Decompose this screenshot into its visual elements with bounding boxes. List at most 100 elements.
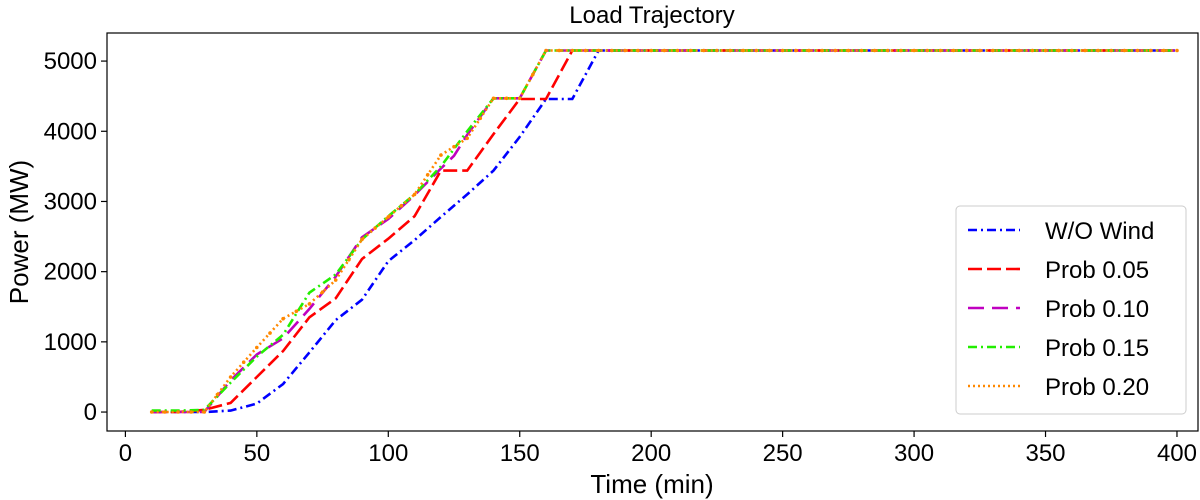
legend-label-prob-0-05: Prob 0.05 [1045, 257, 1149, 284]
series-marker-prob-0-20 [491, 96, 496, 101]
y-tick-label: 3000 [44, 188, 97, 215]
series-marker-prob-0-20 [360, 237, 364, 242]
x-tick-label: 0 [119, 440, 132, 467]
y-axis-label: Power (MW) [4, 160, 34, 304]
series-marker-prob-0-20 [320, 290, 325, 294]
series-marker-prob-0-20 [1162, 48, 1166, 53]
series-marker-prob-0-20 [846, 48, 851, 53]
series-marker-prob-0-20 [688, 48, 693, 53]
series-marker-prob-0-20 [281, 316, 285, 321]
series-marker-prob-0-20 [1096, 48, 1100, 53]
series-marker-prob-0-20 [1030, 48, 1035, 53]
series-marker-prob-0-20 [386, 215, 391, 219]
series-marker-prob-0-20 [767, 48, 772, 53]
plot-frame [106, 32, 1199, 432]
series-marker-prob-0-20 [675, 48, 680, 53]
series-marker-prob-0-20 [425, 173, 430, 177]
series-marker-prob-0-20 [951, 48, 956, 53]
series-marker-prob-0-20 [1122, 48, 1127, 53]
series-marker-prob-0-20 [859, 48, 864, 53]
x-tick-label: 100 [368, 440, 408, 467]
x-tick-label: 200 [631, 440, 671, 467]
series-marker-prob-0-20 [715, 48, 719, 53]
series-marker-prob-0-20 [373, 226, 377, 230]
series-marker-prob-0-20 [307, 302, 312, 306]
series-marker-prob-0-20 [807, 48, 811, 53]
series-marker-prob-0-20 [215, 392, 220, 397]
series-marker-prob-0-20 [412, 192, 417, 197]
series-marker-prob-0-20 [241, 360, 246, 365]
series-marker-prob-0-20 [991, 48, 995, 53]
series-marker-prob-0-20 [596, 48, 601, 53]
series-marker-prob-0-20 [570, 48, 575, 53]
y-axis-ticks: 0 1000 2000 3000 4000 5000 [44, 48, 107, 426]
series-marker-prob-0-20 [978, 48, 982, 53]
series-marker-prob-0-20 [938, 48, 943, 53]
series-marker-prob-0-20 [754, 48, 759, 53]
series-marker-prob-0-20 [557, 48, 561, 53]
chart-title: Load Trajectory [569, 2, 734, 29]
series-marker-prob-0-20 [254, 345, 259, 350]
series-marker-prob-0-20 [1175, 48, 1179, 53]
legend-label-prob-0-15: Prob 0.15 [1045, 335, 1149, 362]
series-marker-prob-0-20 [439, 153, 443, 157]
plot-lines [149, 48, 1179, 414]
series-marker-prob-0-20 [741, 48, 745, 53]
series-marker-prob-0-20 [925, 48, 929, 53]
series-line-w-o-wind [151, 49, 1177, 414]
series-marker-prob-0-20 [872, 48, 877, 53]
series-marker-prob-0-20 [964, 48, 969, 53]
series-marker-prob-0-20 [504, 96, 509, 101]
series-marker-prob-0-20 [662, 48, 667, 53]
series-marker-prob-0-20 [702, 48, 706, 53]
series-marker-prob-0-20 [294, 309, 299, 314]
series-marker-prob-0-20 [649, 48, 653, 53]
series-marker-prob-0-20 [623, 48, 627, 53]
x-tick-label: 250 [763, 440, 803, 467]
series-marker-prob-0-20 [176, 410, 180, 414]
series-marker-prob-0-20 [202, 410, 207, 414]
series-marker-prob-0-20 [347, 257, 351, 262]
legend-label-prob-0-10: Prob 0.10 [1045, 296, 1149, 323]
series-marker-prob-0-20 [517, 96, 522, 101]
x-tick-label: 50 [243, 440, 270, 467]
legend: W/O Wind Prob 0.05 Prob 0.10 Prob 0.15 Prob … [955, 205, 1187, 415]
legend-frame [955, 205, 1187, 415]
series-marker-prob-0-20 [1056, 48, 1061, 53]
x-tick-label: 300 [894, 440, 934, 467]
x-tick-label: 350 [1025, 440, 1065, 467]
series-marker-prob-0-20 [1135, 48, 1140, 53]
series-marker-prob-0-20 [833, 48, 837, 53]
series-marker-prob-0-20 [636, 48, 640, 53]
x-axis-ticks: 0 50 100 150 200 250 300 350 400 [119, 431, 1197, 467]
y-tick-label: 5000 [44, 48, 97, 75]
y-tick-label: 2000 [44, 259, 97, 286]
series-marker-prob-0-20 [149, 410, 154, 414]
series-marker-prob-0-20 [531, 72, 535, 77]
series-marker-prob-0-20 [268, 331, 272, 335]
series-marker-prob-0-20 [780, 48, 785, 53]
series-marker-prob-0-20 [794, 48, 798, 53]
y-tick-label: 1000 [44, 329, 97, 356]
series-line-prob-0-10 [151, 49, 1177, 414]
series-marker-prob-0-20 [399, 203, 404, 208]
series-marker-prob-0-20 [1043, 48, 1048, 53]
x-tick-label: 150 [500, 440, 540, 467]
series-marker-prob-0-20 [820, 48, 824, 53]
y-tick-label: 4000 [44, 118, 97, 145]
x-axis-label: Time (min) [590, 469, 713, 499]
series-marker-prob-0-20 [478, 116, 483, 121]
series-marker-prob-0-20 [728, 48, 732, 53]
y-tick-label: 0 [84, 399, 97, 426]
series-marker-prob-0-20 [333, 278, 338, 282]
series-marker-prob-0-20 [163, 410, 167, 414]
series-marker-prob-0-20 [1148, 48, 1153, 53]
series-marker-prob-0-20 [1017, 48, 1021, 53]
legend-label-w-o-wind: W/O Wind [1045, 218, 1154, 245]
series-line-prob-0-20 [151, 49, 1177, 414]
series-marker-prob-0-20 [465, 136, 470, 141]
legend-label-prob-0-20: Prob 0.20 [1045, 374, 1149, 401]
series-marker-prob-0-20 [1004, 48, 1008, 53]
series-marker-prob-0-20 [886, 48, 890, 53]
